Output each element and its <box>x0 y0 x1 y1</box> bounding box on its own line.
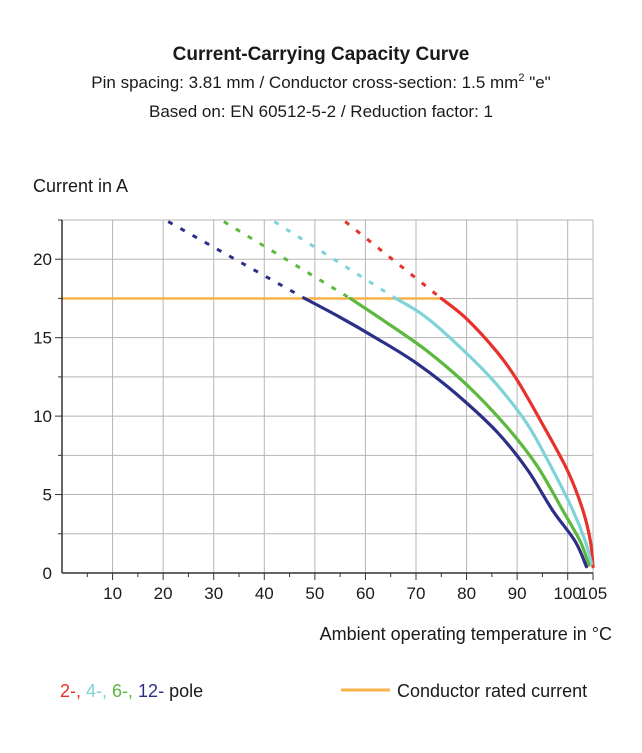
x-tick-label-50: 50 <box>305 584 324 603</box>
grid <box>62 219 594 573</box>
y-tick-label-20: 20 <box>33 250 52 269</box>
series-12-pole-line <box>303 296 588 569</box>
subtitle-1-tail: "e" <box>524 73 550 92</box>
x-tick-label-40: 40 <box>255 584 274 603</box>
x-tick-label-80: 80 <box>457 584 476 603</box>
legend-rated-label: Conductor rated current <box>397 681 587 701</box>
series-2-pole-dashed <box>344 220 443 300</box>
x-tick-label-10: 10 <box>103 584 122 603</box>
series-2-pole-line <box>439 296 595 569</box>
legend-label-6-pole: 6-, <box>107 681 133 701</box>
series-12-pole-dashed <box>167 220 306 300</box>
legend-label-2-pole: 2-, <box>60 681 81 701</box>
legend-pole-labels: 2-, 4-, 6-, 12- pole <box>60 681 203 701</box>
y-tick-label-10: 10 <box>33 407 52 426</box>
legend-label-4-pole: 4-, <box>81 681 107 701</box>
subtitle-1-main: Pin spacing: 3.81 mm / Conductor cross-s… <box>91 73 518 92</box>
y-tick-label-15: 15 <box>33 329 52 348</box>
x-tick-label-70: 70 <box>407 584 426 603</box>
x-tick-label-100: 100 <box>554 584 582 603</box>
y-tick-label-5: 5 <box>43 486 52 505</box>
series-4-pole-line <box>394 296 594 566</box>
legend-pole-suffix: pole <box>164 681 203 701</box>
chart-title: Current-Carrying Capacity Curve <box>173 44 470 65</box>
series-4-pole-dashed <box>273 220 397 300</box>
legend-label-12-pole: 12- <box>133 681 164 701</box>
x-tick-label-90: 90 <box>508 584 527 603</box>
x-tick-label-20: 20 <box>154 584 173 603</box>
y-axis-label: Current in A <box>33 176 128 196</box>
subtitle-1-superscript: 2 <box>518 72 524 84</box>
x-axis-label: Ambient operating temperature in °C <box>320 624 612 644</box>
axes <box>55 219 594 580</box>
series-6-pole-dashed <box>223 220 352 300</box>
x-tick-label-60: 60 <box>356 584 375 603</box>
chart-subtitle-2: Based on: EN 60512-5-2 / Reduction facto… <box>149 102 493 121</box>
chart-subtitle-1: Pin spacing: 3.81 mm / Conductor cross-s… <box>91 72 550 92</box>
series-6-pole-line <box>348 296 591 567</box>
x-tick-label-105: 105 <box>579 584 607 603</box>
plot-area <box>62 220 595 569</box>
y-tick-label-0: 0 <box>43 564 52 583</box>
x-tick-label-30: 30 <box>204 584 223 603</box>
